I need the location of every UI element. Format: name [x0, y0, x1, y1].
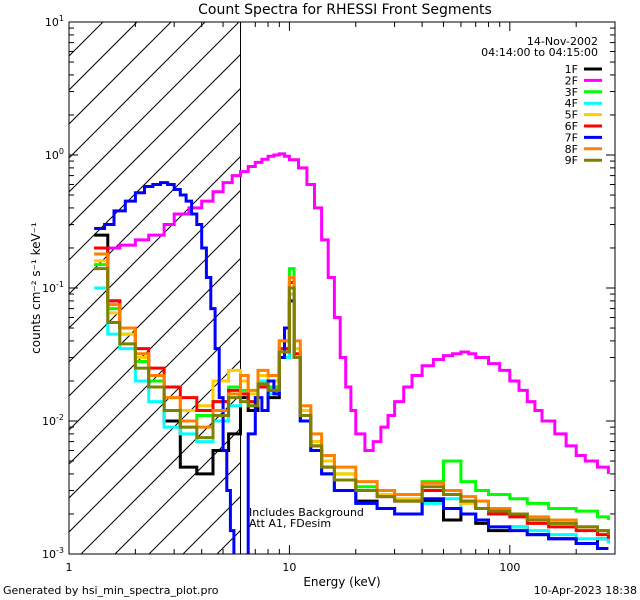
y-axis-label: counts cm⁻² s⁻¹ keV⁻¹	[29, 222, 43, 354]
footer-timestamp: 10-Apr-2023 18:38	[533, 584, 637, 597]
legend-label-1F: 1F	[565, 63, 578, 76]
hatch-line	[69, 87, 241, 261]
x-tick-label: 10	[282, 561, 296, 574]
hatch-line	[69, 189, 241, 363]
hatch-line	[114, 427, 241, 554]
hatch-line	[69, 223, 241, 397]
series-line-2F	[94, 152, 610, 474]
x-tick-label: 100	[499, 561, 520, 574]
legend-label-9F: 9F	[565, 154, 578, 167]
chart-title: Count Spectra for RHESSI Front Segments	[198, 2, 492, 18]
legend-label-3F: 3F	[565, 86, 578, 99]
x-axis-label: Energy (keV)	[303, 575, 380, 589]
annotation-background: Includes Background	[249, 506, 364, 519]
hatch-line	[69, 22, 206, 159]
legend-label-4F: 4F	[565, 97, 578, 110]
x-tick-label: 1	[66, 561, 73, 574]
legend-label-6F: 6F	[565, 120, 578, 133]
legend-label-7F: 7F	[565, 131, 578, 144]
legend-label-5F: 5F	[565, 109, 578, 122]
y-tick-label: 101	[45, 14, 64, 29]
y-axis: 10-3 10-2 10-1 100 101	[42, 14, 615, 561]
footer-generated-by: Generated by hsi_min_spectra_plot.pro	[3, 584, 219, 597]
series-group	[94, 152, 610, 554]
hatch-line	[148, 461, 241, 554]
hatch-line	[251, 22, 640, 554]
hatch-line	[69, 22, 172, 125]
hatch-line	[69, 325, 241, 499]
legend-label-2F: 2F	[565, 74, 578, 87]
hatch-line	[80, 393, 241, 554]
series-line-7F	[94, 181, 609, 554]
y-tick-label: 10-1	[42, 280, 64, 295]
legend-label-8F: 8F	[565, 143, 578, 156]
date-label: 14-Nov-2002	[527, 35, 598, 48]
time-range-label: 04:14:00 to 04:15:00	[481, 46, 598, 59]
series-line-9F	[94, 267, 610, 535]
y-tick-label: 10-2	[42, 413, 64, 428]
hatch-line	[69, 22, 240, 193]
annotation-attenuator: Att A1, FDesim	[249, 517, 331, 530]
y-tick-label: 100	[45, 147, 64, 162]
hatch-line	[69, 53, 241, 227]
x-axis: 1 10 100	[66, 22, 616, 574]
y-tick-label: 10-3	[42, 546, 64, 561]
hatch-line	[69, 359, 241, 533]
